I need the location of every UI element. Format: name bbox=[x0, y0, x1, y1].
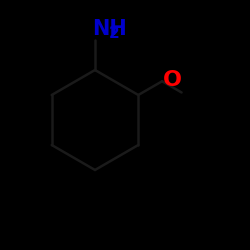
Text: O: O bbox=[163, 70, 182, 90]
Text: NH: NH bbox=[92, 19, 127, 39]
Text: 2: 2 bbox=[109, 26, 120, 41]
